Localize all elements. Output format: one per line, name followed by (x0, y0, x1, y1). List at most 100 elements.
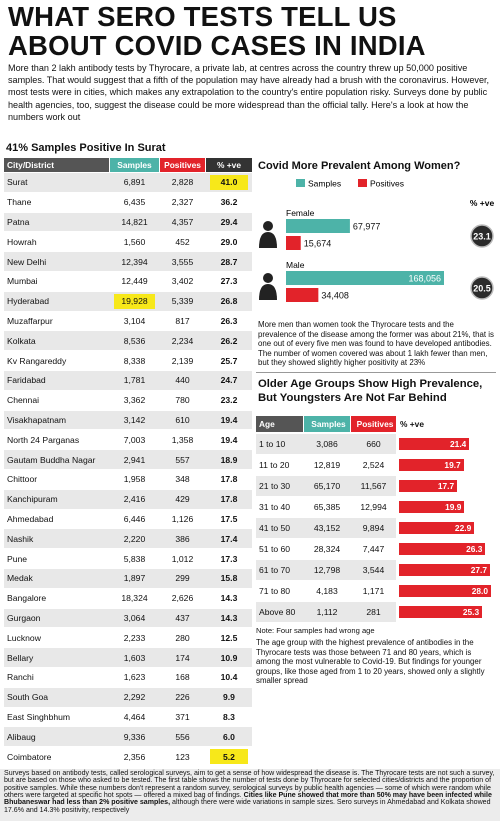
divider (256, 372, 496, 373)
table-cell: 19.4 (220, 434, 238, 445)
table-cell: 3,064 (123, 612, 146, 623)
table-cell: 7,003 (123, 434, 146, 445)
city-name: Chennai (7, 395, 40, 406)
row-band (4, 272, 252, 291)
city-name: Ahmedabad (7, 513, 54, 524)
city-name: South Goa (7, 692, 49, 703)
table-cell: 17.4 (220, 533, 238, 544)
table-cell: 5,339 (171, 296, 194, 307)
bar (399, 480, 458, 492)
table-cell: 1,958 (123, 474, 146, 485)
city-name: Hyderabad (7, 296, 50, 307)
table-cell: 2,356 (123, 751, 146, 762)
footer-bold: Cities like Pune showed that more than 5… (4, 792, 492, 807)
row-band (4, 489, 252, 509)
table-cell: 1,897 (123, 573, 146, 584)
group-label: Female (286, 208, 315, 218)
table-cell: 17.3 (220, 553, 238, 564)
table-cell: 3,142 (123, 414, 146, 425)
table-cell: 15.8 (220, 573, 238, 584)
bar (399, 543, 486, 555)
city-name: New Delhi (7, 256, 47, 267)
city-name: Faridabad (7, 375, 46, 386)
bar (286, 219, 350, 233)
bar (399, 438, 470, 450)
table-cell: 14.3 (220, 593, 238, 604)
table-cell: 2,828 (171, 177, 194, 188)
value-label: 15,674 (304, 239, 332, 249)
table-cell: 610 (175, 414, 190, 425)
city-name: Surat (7, 177, 28, 188)
table-cell: 12,449 (121, 276, 148, 287)
table-cell: 3,402 (171, 276, 194, 287)
table-cell: 1,623 (123, 672, 146, 683)
city-name: Howrah (7, 236, 37, 247)
pct-header: % +ve (470, 198, 495, 208)
panel-title: Older Age Groups Show High Prevalence, B… (258, 378, 483, 404)
table-cell: 1,012 (171, 553, 194, 564)
table-cell: 123 (175, 751, 190, 762)
table-cell: 10.9 (220, 652, 238, 663)
city-name: Mumbai (7, 276, 38, 287)
column-header: Samples (110, 158, 159, 172)
footer-text: Surveys based on antibody tests, called … (4, 770, 495, 800)
row-band (256, 476, 396, 496)
table-cell: 4,357 (171, 216, 194, 227)
bar (399, 606, 483, 618)
column-header: Age (256, 416, 303, 432)
person-head (263, 273, 273, 283)
table-cell: 9.9 (223, 692, 235, 703)
table-cell: 29.0 (220, 236, 238, 247)
gender-text: More men than women took the Thyrocare t… (258, 320, 494, 368)
row-band (4, 549, 252, 568)
table-cell: 168 (175, 672, 190, 683)
table-cell: 17.5 (220, 513, 238, 524)
bar (399, 522, 475, 534)
table-cell: 25.7 (220, 355, 238, 366)
table-cell: 26.3 (220, 315, 238, 326)
row-band (4, 410, 252, 430)
row-band (256, 602, 396, 622)
table-cell: 24.7 (220, 375, 238, 386)
value-label: 67,977 (353, 222, 381, 232)
city-name: Visakhapatnam (7, 414, 67, 425)
table-cell: 23.2 (220, 395, 238, 406)
age-group: 1 to 10 (259, 439, 286, 449)
table-cell: 2,220 (123, 533, 146, 544)
pct-value: 20.5 (473, 284, 491, 294)
row-band (4, 470, 252, 489)
table-cell: 27.3 (220, 276, 238, 287)
table-cell: 1,603 (123, 652, 146, 663)
city-table: 41% Samples Positive In Surat City/Distr… (4, 140, 252, 768)
table-cell: 2,327 (171, 197, 194, 208)
table-cell: 452 (175, 236, 190, 247)
table-cell: 3,362 (123, 395, 146, 406)
row-band (4, 311, 252, 331)
city-name: Medak (7, 573, 33, 584)
value-label: 28.0 (471, 586, 488, 596)
headline-line: ABOUT COVID CASES IN INDIA (8, 30, 426, 61)
table-cell: 429 (175, 494, 190, 505)
age-group: 51 to 60 (259, 544, 291, 554)
row-band (4, 351, 252, 370)
table-cell: 371 (175, 711, 190, 722)
table-cell: 2,233 (123, 632, 146, 643)
row-band (256, 497, 396, 517)
table-cell: 556 (175, 731, 190, 742)
table-cell: 2,524 (362, 460, 385, 470)
row-band (256, 581, 396, 601)
headline-line: WHAT SERO TESTS TELL US (8, 1, 397, 32)
table-cell: 2,234 (171, 335, 194, 346)
bar (399, 501, 465, 513)
table-cell: 28.7 (220, 256, 238, 267)
table-cell: 1,126 (171, 513, 194, 524)
bar (286, 288, 319, 302)
value-label: 34,408 (321, 291, 349, 301)
table-cell: 348 (175, 474, 190, 485)
city-name: Chittoor (7, 474, 38, 485)
table-cell: 19,928 (114, 293, 155, 309)
city-name: North 24 Parganas (7, 434, 80, 445)
table-cell: 2,139 (171, 355, 194, 366)
city-name: Bangalore (7, 593, 47, 604)
